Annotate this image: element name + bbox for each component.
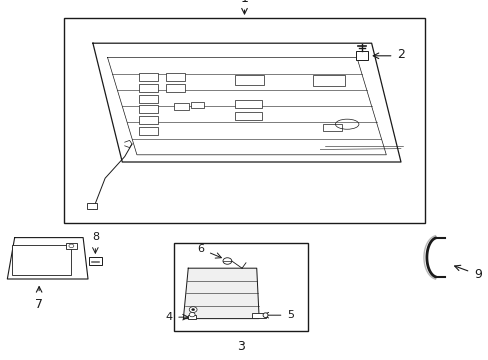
Text: 1: 1 — [240, 0, 248, 5]
Text: 4: 4 — [165, 312, 172, 322]
Ellipse shape — [263, 313, 267, 318]
Bar — [251, 313, 265, 318]
Circle shape — [189, 307, 197, 312]
Bar — [139, 73, 158, 81]
Bar — [234, 75, 264, 85]
Bar — [188, 315, 196, 319]
Bar — [89, 257, 102, 265]
Bar — [190, 102, 204, 108]
Bar — [322, 124, 342, 131]
Bar — [234, 112, 261, 120]
Bar — [173, 243, 307, 331]
Text: 3: 3 — [236, 340, 244, 353]
Bar — [139, 84, 158, 92]
Bar — [63, 18, 425, 223]
Text: 9: 9 — [473, 268, 481, 281]
Polygon shape — [183, 268, 259, 319]
Bar — [66, 243, 77, 249]
Bar — [355, 51, 367, 60]
Circle shape — [191, 309, 194, 311]
Text: 5: 5 — [286, 310, 293, 320]
Bar — [139, 127, 158, 135]
Bar — [173, 103, 189, 110]
Bar — [139, 95, 158, 103]
Circle shape — [223, 258, 231, 264]
Bar — [312, 75, 344, 86]
Circle shape — [189, 312, 195, 317]
Circle shape — [69, 244, 74, 248]
Bar — [234, 100, 261, 108]
Bar — [12, 245, 71, 275]
Text: 7: 7 — [35, 298, 43, 311]
Text: 6: 6 — [197, 244, 203, 255]
Bar — [166, 84, 184, 92]
Bar — [139, 105, 158, 113]
Bar — [139, 116, 158, 124]
Bar — [166, 73, 184, 81]
Text: 8: 8 — [92, 232, 99, 242]
Text: 2: 2 — [396, 48, 404, 60]
Bar — [86, 203, 97, 209]
